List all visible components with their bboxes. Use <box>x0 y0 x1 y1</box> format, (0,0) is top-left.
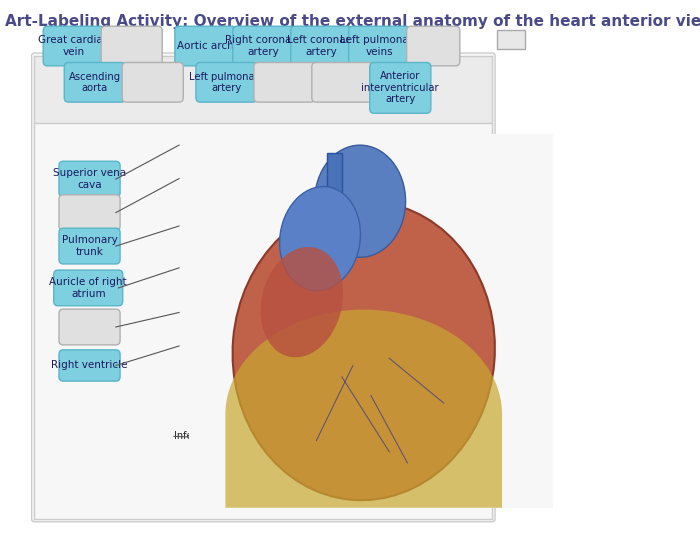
FancyBboxPatch shape <box>59 228 120 264</box>
FancyBboxPatch shape <box>407 26 460 66</box>
FancyBboxPatch shape <box>497 30 525 49</box>
Text: Ascending
aorta: Ascending aorta <box>69 71 121 93</box>
Text: Superior vena
cava: Superior vena cava <box>53 169 126 190</box>
FancyBboxPatch shape <box>175 26 236 66</box>
FancyBboxPatch shape <box>59 350 120 381</box>
FancyBboxPatch shape <box>254 62 315 102</box>
Ellipse shape <box>260 247 343 357</box>
Text: Left ventricle: Left ventricle <box>400 360 468 371</box>
FancyBboxPatch shape <box>54 270 122 306</box>
Ellipse shape <box>314 145 405 257</box>
FancyBboxPatch shape <box>122 62 183 102</box>
Text: Auricle of left atrium: Auricle of left atrium <box>297 271 398 281</box>
Text: Art-Labeling Activity: Overview of the external anatomy of the heart anterior vi: Art-Labeling Activity: Overview of the e… <box>6 14 700 29</box>
FancyBboxPatch shape <box>407 350 461 381</box>
Text: Pulmonary
trunk: Pulmonary trunk <box>62 235 118 257</box>
Text: Aortic arch: Aortic arch <box>177 41 234 51</box>
Text: Left pulmonary
veins: Left pulmonary veins <box>340 35 419 57</box>
FancyBboxPatch shape <box>34 56 493 123</box>
Text: Circumflex artery: Circumflex artery <box>313 286 398 296</box>
Text: Apex: Apex <box>373 431 398 441</box>
Text: Great cardiac
vein: Great cardiac vein <box>38 35 109 57</box>
FancyBboxPatch shape <box>407 270 461 306</box>
Text: Inferior vena cava: Inferior vena cava <box>174 431 262 441</box>
FancyBboxPatch shape <box>59 195 120 230</box>
FancyBboxPatch shape <box>101 26 162 66</box>
FancyBboxPatch shape <box>59 309 120 345</box>
FancyBboxPatch shape <box>370 62 430 113</box>
FancyBboxPatch shape <box>43 26 104 66</box>
FancyBboxPatch shape <box>32 53 495 522</box>
Ellipse shape <box>232 201 495 500</box>
Text: Right coronary
artery: Right coronary artery <box>225 35 302 57</box>
Text: Left pulmonary
artery: Left pulmonary artery <box>189 71 265 93</box>
Text: Left coronary
artery: Left coronary artery <box>287 35 356 57</box>
Text: Res: Res <box>502 34 519 44</box>
FancyBboxPatch shape <box>407 161 461 197</box>
FancyBboxPatch shape <box>407 228 461 264</box>
FancyBboxPatch shape <box>407 386 461 417</box>
Text: Auricle of right
atrium: Auricle of right atrium <box>50 277 127 299</box>
FancyBboxPatch shape <box>349 26 410 66</box>
FancyBboxPatch shape <box>290 26 352 66</box>
FancyBboxPatch shape <box>407 195 461 230</box>
FancyBboxPatch shape <box>312 62 373 102</box>
Text: Right ventricle: Right ventricle <box>51 360 128 371</box>
FancyBboxPatch shape <box>64 62 125 102</box>
FancyBboxPatch shape <box>196 62 257 102</box>
FancyBboxPatch shape <box>233 26 294 66</box>
Text: Anterior
interventricular
artery: Anterior interventricular artery <box>361 71 439 104</box>
Polygon shape <box>328 153 342 276</box>
Ellipse shape <box>279 186 360 291</box>
FancyBboxPatch shape <box>59 161 120 197</box>
